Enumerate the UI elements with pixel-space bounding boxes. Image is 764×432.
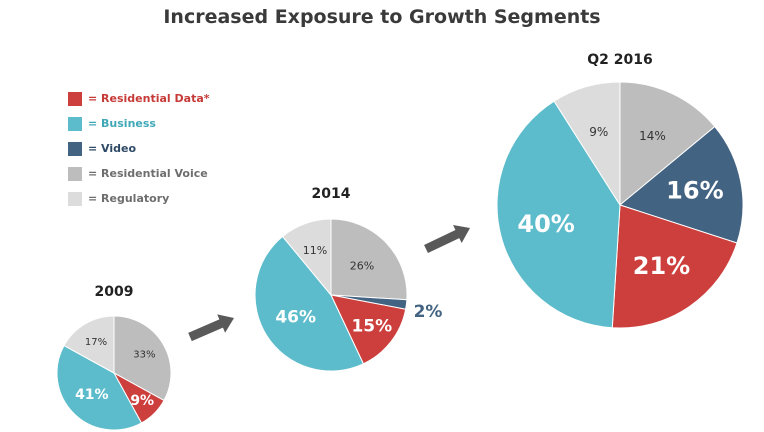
legend-item: = Video — [68, 136, 210, 161]
legend-swatch — [68, 191, 82, 206]
legend-item: = Regulatory — [68, 186, 210, 211]
slice-data-label: 26% — [350, 259, 374, 272]
pie-slice — [56, 344, 143, 431]
arrow-icon — [188, 314, 234, 342]
pie-slice — [553, 81, 621, 207]
pie-year-label: 2009 — [95, 284, 134, 300]
pie-chart: 26% 2% 15% 46% 11% 2014 — [254, 186, 443, 372]
pie-slice — [254, 235, 365, 372]
slice-data-label: 16% — [666, 177, 723, 205]
slice-data-label: 9% — [130, 393, 154, 409]
legend-item: = Business — [68, 111, 210, 136]
pie-slice — [330, 218, 408, 301]
slice-data-label: 46% — [275, 307, 316, 327]
legend-swatch — [68, 141, 82, 156]
slice-data-label: 17% — [85, 337, 107, 348]
legend-swatch — [68, 116, 82, 131]
pie-slice — [113, 315, 172, 402]
slice-data-label: 9% — [589, 125, 608, 139]
legend-label: = Regulatory — [88, 192, 170, 205]
legend-label: = Business — [88, 117, 156, 130]
pie-slice — [618, 125, 744, 244]
slice-data-label: 41% — [75, 387, 109, 403]
pie-slice — [611, 204, 738, 329]
legend: = Residential Data* = Business = Video = Re… — [68, 86, 210, 211]
pie-slice — [496, 100, 621, 329]
slice-data-label: 21% — [633, 252, 690, 280]
pie-year-label: Q2 2016 — [587, 52, 652, 68]
slice-data-label: 11% — [303, 244, 327, 257]
legend-swatch — [68, 166, 82, 181]
pie-slice — [619, 81, 716, 207]
pie-slice — [330, 294, 407, 365]
slice-data-label: 33% — [133, 350, 155, 361]
slice-data-label: 40% — [517, 210, 574, 238]
pie-slice — [281, 218, 332, 297]
legend-item: = Residential Data* — [68, 86, 210, 111]
slice-data-label: 2% — [414, 302, 443, 322]
slice-data-label: 15% — [351, 317, 392, 337]
legend-swatch — [68, 91, 82, 106]
pie-chart: 14% 16% 21% 40% 9% Q2 2016 — [496, 52, 744, 329]
pie-slice — [63, 315, 115, 374]
legend-label: = Video — [88, 142, 137, 155]
pie-year-label: 2014 — [312, 186, 351, 202]
legend-label: = Residential Voice — [88, 167, 208, 180]
chart-title: Increased Exposure to Growth Segments — [163, 6, 601, 28]
arrow-icon — [424, 225, 470, 254]
legend-label: = Residential Data* — [88, 92, 210, 105]
legend-item: = Residential Voice — [68, 161, 210, 186]
pie-chart: 33% 9% 41% 17% 2009 — [56, 284, 172, 431]
slice-data-label: 14% — [639, 129, 666, 143]
